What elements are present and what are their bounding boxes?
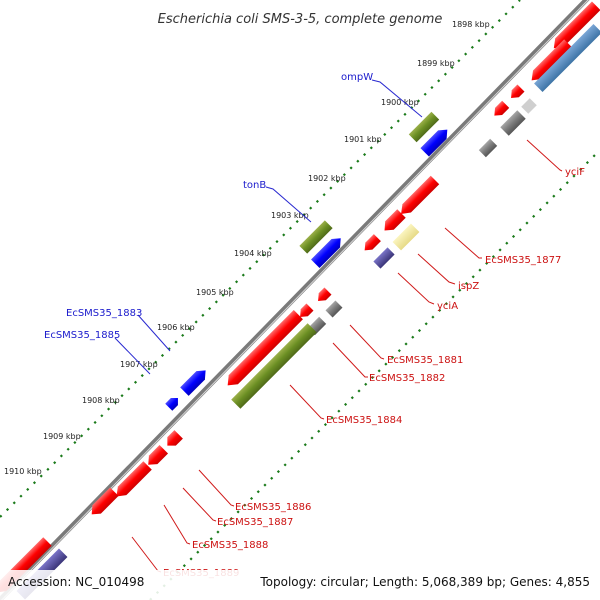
tick-label: 1908 kbp (82, 396, 120, 405)
gene-label-yciF[interactable]: yciF (565, 167, 585, 178)
feature-EcSMS35_1888 (116, 461, 152, 497)
topology-text: Topology: circular; Length: 5,068,389 bp… (259, 575, 590, 589)
feature-cds-top-1 (553, 1, 600, 49)
feature-cds-top-4 (494, 100, 510, 116)
feature-EcSMS35_1883 (180, 370, 206, 396)
feature-EcSMS35_1887 (148, 444, 169, 465)
reverse-labels: yciF EcSMS35_1877 ispZ yciA EcSMS35_1881… (163, 167, 585, 579)
feature-cds-low-2 (300, 303, 314, 317)
tick-label: 1903 kbp (271, 211, 309, 220)
feature-yciA (373, 247, 395, 269)
feature-cds-low-3 (227, 310, 303, 386)
feature-cds-top-3 (511, 84, 525, 98)
tick-label: 1899 kbp (417, 59, 455, 68)
tick-label: 1901 kbp (344, 135, 382, 144)
gene-label-EcSMS35_1883[interactable]: EcSMS35_1883 (66, 308, 142, 319)
tick-label: 1904 kbp (234, 249, 272, 258)
tick-label: 1905 kbp (196, 288, 234, 297)
tick-labels: 1898 kbp 1899 kbp 1900 kbp 1901 kbp 1902… (4, 20, 490, 476)
feature-ompW (420, 129, 448, 157)
gene-label-EcSMS35_1886[interactable]: EcSMS35_1886 (235, 502, 311, 513)
feature-ispZ (392, 223, 420, 251)
feature-EcSMS35_1886 (167, 430, 183, 446)
forward-leader-lines (114, 79, 423, 375)
feature-light-blue (534, 24, 600, 92)
feature-EcSMS35_1889 (91, 487, 119, 515)
footer-backdrop (0, 570, 600, 600)
accession-text: Accession: NC_010498 (8, 575, 144, 589)
gene-label-ispZ[interactable]: ispZ (458, 281, 479, 292)
gene-label-EcSMS35_1881[interactable]: EcSMS35_1881 (387, 355, 463, 366)
feature-cds-low-1 (318, 287, 332, 301)
feature-cds-mid-1 (401, 175, 440, 214)
tick-label: 1909 kbp (43, 432, 81, 441)
gene-label-yciA[interactable]: yciA (437, 301, 458, 312)
tick-label: 1906 kbp (157, 323, 195, 332)
tick-label: 1898 kbp (452, 20, 490, 29)
feature-ompW-rna (408, 111, 440, 143)
feature-yciF (478, 138, 498, 158)
gene-label-EcSMS35_1887[interactable]: EcSMS35_1887 (217, 517, 293, 528)
gene-label-EcSMS35_1882[interactable]: EcSMS35_1882 (369, 373, 445, 384)
gene-label-EcSMS35_1884[interactable]: EcSMS35_1884 (326, 415, 402, 426)
feature-EcSMS35_1881 (325, 300, 343, 318)
tick-label: 1910 kbp (4, 467, 42, 476)
gene-label-EcSMS35_1877[interactable]: EcSMS35_1877 (485, 255, 561, 266)
tick-label: 1907 kbp (120, 360, 158, 369)
feature-EcSMS35_1885 (165, 398, 178, 411)
gc-track-inner (149, 149, 600, 600)
reverse-leader-lines (131, 139, 563, 573)
forward-labels: ompW tonB EcSMS35_1883 EcSMS35_1885 (44, 72, 373, 341)
feature-cds-mid-3 (364, 234, 381, 251)
feature-tonB-rna (299, 220, 333, 254)
tick-label: 1902 kbp (308, 174, 346, 183)
map-title: Escherichia coli SMS-3-5, complete genom… (158, 12, 443, 27)
gene-label-tonB[interactable]: tonB (243, 180, 266, 191)
forward-features (165, 111, 448, 411)
gene-label-EcSMS35_1885[interactable]: EcSMS35_1885 (44, 330, 120, 341)
feature-EcSMS35_1884 (231, 323, 317, 409)
feature-EcSMS35_1877 (384, 209, 406, 231)
feature-cds-top-2 (531, 39, 573, 81)
feature-gray-top-1 (521, 98, 537, 114)
feature-tonB (311, 238, 341, 268)
feature-gray-top-2 (500, 110, 526, 136)
tick-label: 1900 kbp (381, 98, 419, 107)
gene-label-EcSMS35_1888[interactable]: EcSMS35_1888 (192, 540, 268, 551)
gene-label-ompW[interactable]: ompW (341, 72, 373, 83)
